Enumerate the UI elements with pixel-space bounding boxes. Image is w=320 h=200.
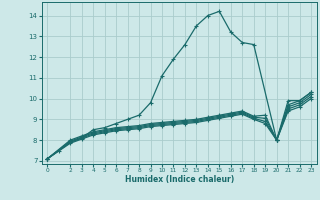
X-axis label: Humidex (Indice chaleur): Humidex (Indice chaleur): [124, 175, 234, 184]
